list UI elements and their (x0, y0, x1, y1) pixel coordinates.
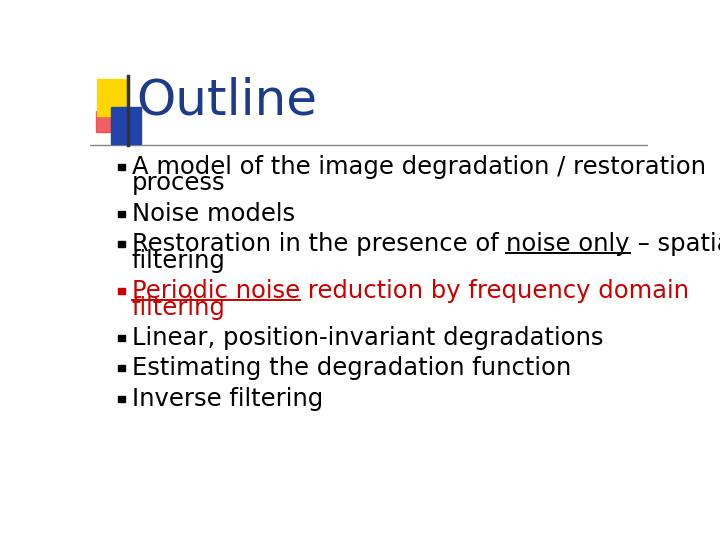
Bar (111, 107, 141, 144)
Text: Periodic noise: Periodic noise (132, 279, 300, 303)
Text: Restoration in the presence of: Restoration in the presence of (132, 232, 506, 256)
Bar (119, 396, 125, 402)
Bar (119, 241, 125, 247)
Text: noise only: noise only (506, 232, 630, 256)
Text: Outline: Outline (136, 76, 318, 124)
Text: Estimating the degradation function: Estimating the degradation function (132, 356, 571, 380)
Text: filtering: filtering (132, 248, 226, 273)
Bar (119, 335, 125, 341)
Bar (119, 288, 125, 294)
Text: reduction by frequency domain: reduction by frequency domain (300, 279, 689, 303)
Bar (119, 211, 125, 217)
Text: process: process (132, 171, 225, 195)
Bar (96, 79, 127, 116)
Text: A model of the image degradation / restoration: A model of the image degradation / resto… (132, 154, 706, 179)
Text: Inverse filtering: Inverse filtering (132, 387, 323, 411)
Text: Linear, position-invariant degradations: Linear, position-invariant degradations (132, 326, 603, 350)
Bar (119, 164, 125, 170)
Text: – spatial: – spatial (630, 232, 720, 256)
Text: Noise models: Noise models (132, 201, 295, 226)
Bar (119, 365, 125, 372)
Text: filtering: filtering (132, 295, 226, 320)
Bar (96, 111, 114, 132)
